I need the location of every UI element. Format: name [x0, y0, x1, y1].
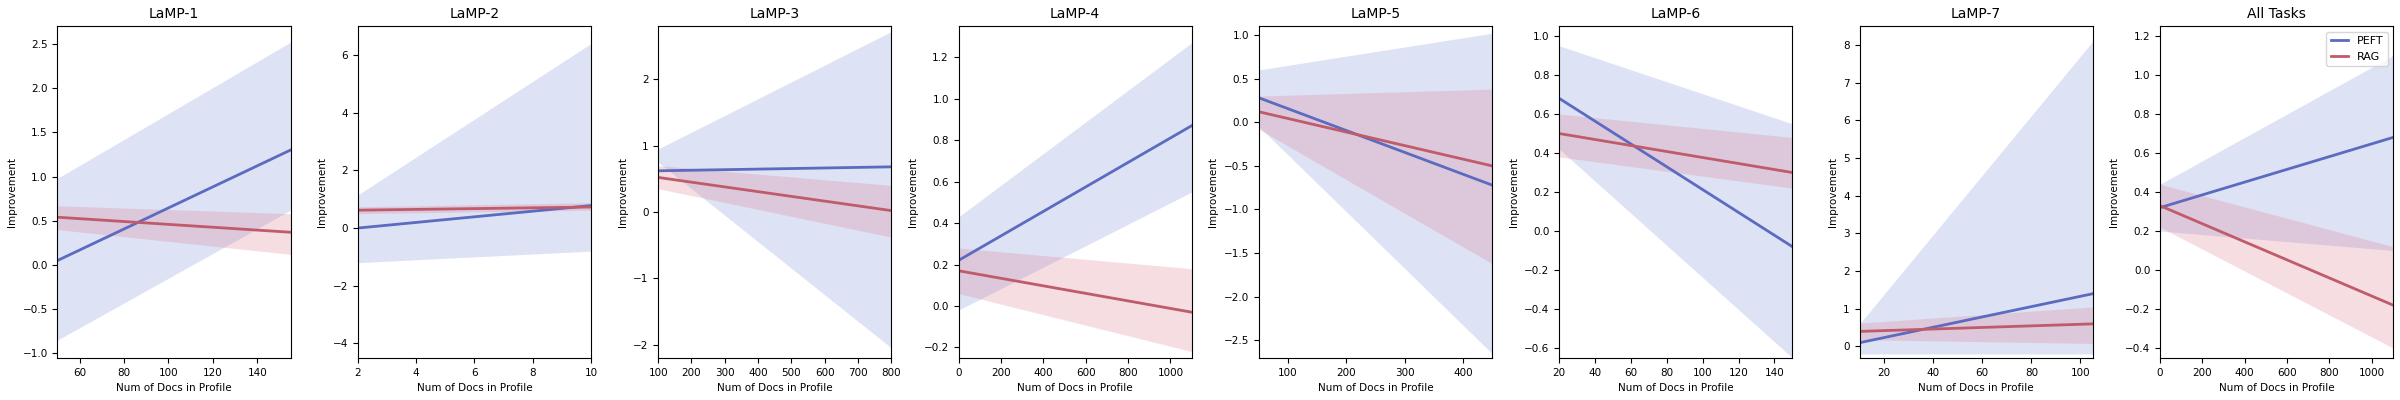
Title: LaMP-6: LaMP-6: [1651, 7, 1702, 21]
X-axis label: Num of Docs in Profile: Num of Docs in Profile: [115, 383, 233, 393]
Y-axis label: Improvement: Improvement: [317, 157, 326, 227]
X-axis label: Num of Docs in Profile: Num of Docs in Profile: [418, 383, 533, 393]
Title: LaMP-3: LaMP-3: [749, 7, 799, 21]
Title: LaMP-5: LaMP-5: [1351, 7, 1402, 21]
Y-axis label: Improvement: Improvement: [1829, 157, 1838, 227]
Y-axis label: Improvement: Improvement: [2110, 157, 2119, 227]
Y-axis label: Improvement: Improvement: [1510, 157, 1519, 227]
Title: LaMP-4: LaMP-4: [1051, 7, 1099, 21]
Y-axis label: Improvement: Improvement: [907, 157, 919, 227]
X-axis label: Num of Docs in Profile: Num of Docs in Profile: [1318, 383, 1433, 393]
X-axis label: Num of Docs in Profile: Num of Docs in Profile: [1918, 383, 2033, 393]
X-axis label: Num of Docs in Profile: Num of Docs in Profile: [2218, 383, 2335, 393]
Title: All Tasks: All Tasks: [2246, 7, 2306, 21]
Y-axis label: Improvement: Improvement: [1207, 157, 1219, 227]
X-axis label: Num of Docs in Profile: Num of Docs in Profile: [1018, 383, 1133, 393]
Legend: PEFT, RAG: PEFT, RAG: [2326, 32, 2388, 66]
Title: LaMP-2: LaMP-2: [449, 7, 499, 21]
X-axis label: Num of Docs in Profile: Num of Docs in Profile: [1618, 383, 1733, 393]
X-axis label: Num of Docs in Profile: Num of Docs in Profile: [718, 383, 833, 393]
Y-axis label: Improvement: Improvement: [7, 157, 17, 227]
Y-axis label: Improvement: Improvement: [617, 157, 626, 227]
Title: LaMP-1: LaMP-1: [149, 7, 199, 21]
Title: LaMP-7: LaMP-7: [1951, 7, 2002, 21]
